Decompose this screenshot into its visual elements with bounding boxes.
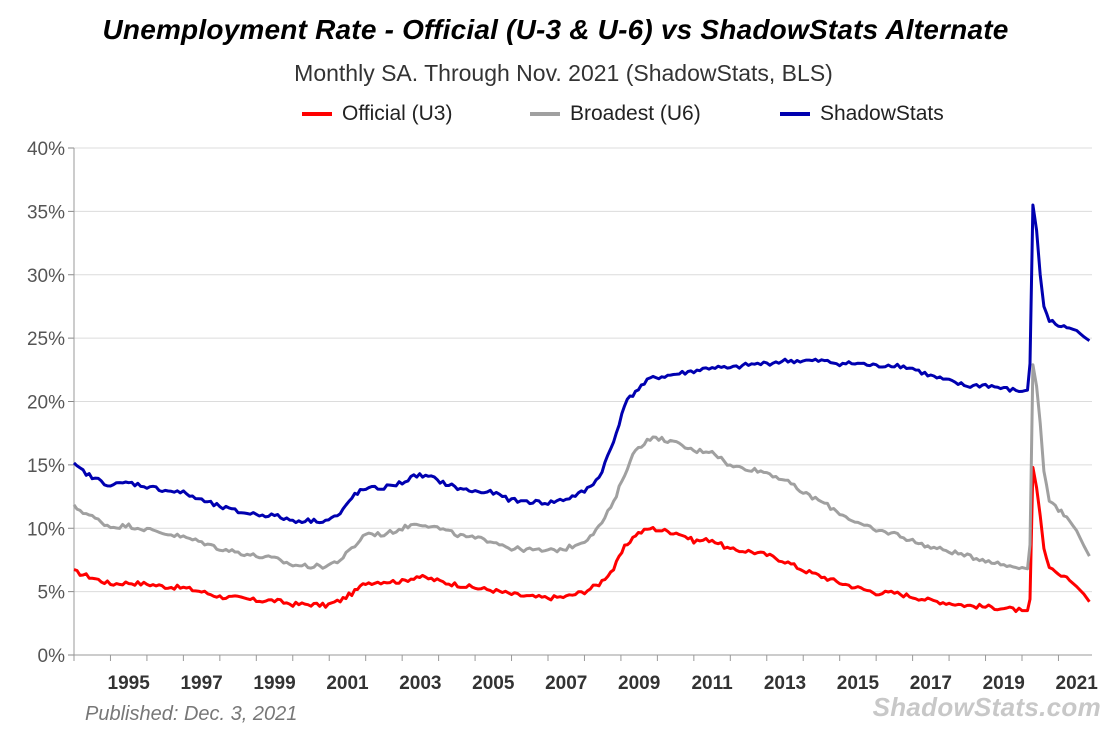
chart-title: Unemployment Rate - Official (U-3 & U-6)…	[102, 14, 1009, 45]
y-tick-label: 25%	[27, 329, 65, 350]
legend-label-u6: Broadest (U6)	[570, 102, 701, 125]
y-tick-label: 35%	[27, 202, 65, 223]
y-axis: 0% 5% 10% 15% 20% 25% 30% 35% 40%	[27, 139, 75, 667]
y-tick-label: 10%	[27, 519, 65, 540]
x-axis: 1995 1997 1999 2001 2003 2005 2007 2009 2011 2013…	[73, 654, 1099, 694]
x-tick-label: 2001	[326, 673, 369, 694]
y-tick-label: 5%	[38, 583, 66, 604]
grid-lines	[74, 147, 1092, 656]
legend-item-shadowstats: ShadowStats	[780, 102, 944, 126]
x-tick-label: 1995	[108, 673, 151, 694]
legend-swatch-u3	[302, 112, 332, 116]
x-tick-label: 2009	[618, 673, 660, 694]
y-tick-label: 15%	[27, 456, 65, 477]
brand-watermark: ShadowStats.com	[872, 692, 1101, 722]
published-date: Published: Dec. 3, 2021	[85, 703, 298, 725]
x-tick-label: 2019	[983, 673, 1025, 694]
legend-item-u3: Official (U3)	[302, 102, 452, 126]
legend-label-shadowstats: ShadowStats	[820, 102, 944, 125]
legend-swatch-shadowstats	[780, 112, 810, 116]
x-tick-label: 2013	[764, 673, 806, 694]
x-tick-label: 2003	[399, 673, 441, 694]
x-tick-label: 2011	[691, 673, 733, 694]
x-tick-label: 1999	[253, 673, 295, 694]
y-tick-label: 20%	[27, 393, 65, 414]
x-tick-label: 1997	[180, 673, 222, 694]
x-tick-label: 2007	[545, 673, 587, 694]
series-lines	[72, 203, 1091, 613]
x-tick-label: 2021	[1056, 673, 1099, 694]
legend-swatch-u6	[530, 112, 560, 116]
y-tick-label: 0%	[38, 646, 66, 667]
x-tick-label: 2015	[837, 673, 880, 694]
chart-subtitle: Monthly SA. Through Nov. 2021 (ShadowSta…	[294, 60, 833, 86]
y-tick-label: 40%	[27, 139, 65, 160]
series-line-broadest-u6	[72, 363, 1091, 571]
x-tick-label: 2005	[472, 673, 515, 694]
series-line-shadowstats	[72, 203, 1091, 525]
y-tick-label: 30%	[27, 266, 65, 287]
legend-item-u6: Broadest (U6)	[530, 102, 701, 126]
x-tick-label: 2017	[910, 673, 952, 694]
series-line-official-u3	[73, 465, 1091, 613]
legend: Official (U3) Broadest (U6) ShadowStats	[0, 102, 1111, 130]
legend-label-u3: Official (U3)	[342, 102, 453, 125]
